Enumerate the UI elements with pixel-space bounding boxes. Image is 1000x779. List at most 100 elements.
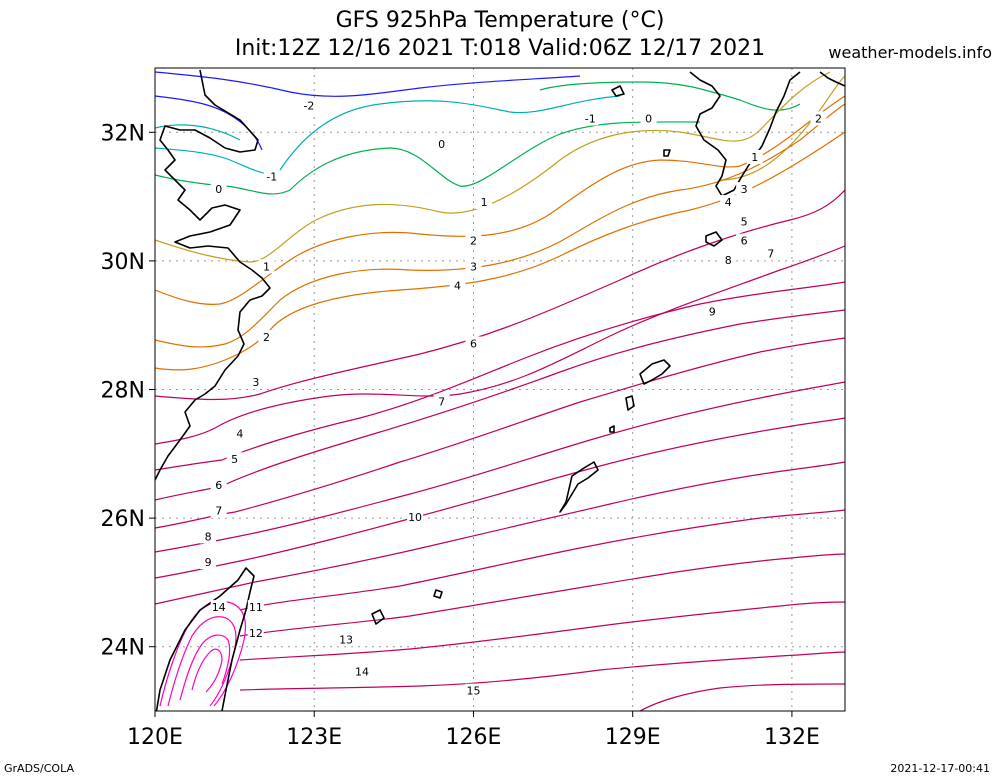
contour-label-bg (465, 336, 482, 351)
isotherm-line (155, 95, 263, 151)
isotherm-line (167, 616, 237, 707)
contour-label: -1 (266, 170, 277, 183)
contour-label-bg (582, 111, 599, 126)
contour-label: 11 (249, 601, 263, 614)
contour-label: 14 (212, 601, 226, 614)
contour-label-bg (433, 137, 450, 152)
isotherm-line (155, 281, 845, 471)
contour-label-bg (407, 510, 424, 525)
contour-label-bg (762, 246, 779, 261)
coastline (433, 589, 443, 599)
contour-label: 0 (215, 183, 222, 196)
isotherm-line (155, 461, 845, 605)
isotherm-line (155, 71, 831, 263)
isotherm-line (155, 95, 621, 175)
contour-label-bg (465, 683, 482, 698)
contour-label: 4 (725, 196, 732, 209)
contour-label-bg (338, 632, 355, 647)
coastline (705, 231, 723, 247)
contour-label-bg (210, 477, 227, 492)
contour-label: 0 (645, 112, 652, 125)
contour-label: 5 (741, 215, 748, 228)
isotherm-line (155, 417, 845, 579)
lat-tick-label: 26N (101, 507, 145, 532)
contour-label: 3 (470, 260, 477, 273)
gridlines (154, 68, 845, 711)
contour-label: 7 (215, 505, 222, 518)
contour-label: 7 (767, 247, 774, 260)
coastline (639, 359, 671, 385)
isotherm-line (239, 553, 845, 637)
coastline (625, 395, 635, 411)
contour-label: 14 (355, 665, 369, 678)
contour-label-bg (200, 529, 217, 544)
isotherm-line (159, 601, 247, 707)
contour-label: 0 (438, 138, 445, 151)
contour-label-bg (465, 259, 482, 274)
coastline (371, 609, 385, 625)
contour-label: -1 (585, 112, 596, 125)
footer-timestamp: 2021-12-17-00:41 (890, 762, 990, 775)
lon-tick-label: 123E (286, 725, 342, 750)
coastline (819, 71, 845, 87)
contour-label: 1 (751, 151, 758, 164)
contour-label: 3 (252, 376, 259, 389)
lat-tick-label: 24N (101, 636, 145, 661)
isotherm-line (155, 381, 845, 553)
contour-label-bg (300, 98, 317, 113)
contour-label-bg (736, 214, 753, 229)
coastline (155, 69, 271, 481)
contour-label-bg (247, 600, 264, 615)
contour-label: 3 (741, 183, 748, 196)
coastline (611, 85, 625, 97)
isotherm-line (155, 189, 845, 401)
isotherm-line (191, 648, 223, 693)
coastline (689, 71, 801, 197)
contour-label-bg (449, 278, 466, 293)
contour-label: 6 (741, 235, 748, 248)
contour-label-bg (226, 452, 243, 467)
isotherm-line (239, 651, 845, 691)
contour-label: 7 (438, 395, 445, 408)
contour-label-bg (720, 195, 737, 210)
contour-label-bg (640, 111, 657, 126)
contour-label-bg (210, 182, 227, 197)
isotherm-line (155, 71, 581, 97)
isotherm-line (155, 245, 845, 445)
isotherm-line (155, 124, 241, 141)
isotherm-line (155, 103, 845, 348)
contour-label: 12 (249, 627, 263, 640)
lat-tick-label: 32N (101, 121, 145, 146)
contour-label-bg (736, 233, 753, 248)
contour-label: 2 (470, 235, 477, 248)
footer-software: GrADS/COLA (4, 762, 74, 775)
contour-label: 9 (205, 556, 212, 569)
contour-label-bg (258, 259, 275, 274)
temperature-contours (155, 71, 845, 711)
coastline (609, 425, 615, 433)
contour-label: 10 (408, 511, 422, 524)
contour-label: 2 (815, 112, 822, 125)
contour-label: 2 (263, 331, 270, 344)
coastline (559, 461, 599, 513)
isotherm-line (239, 601, 845, 661)
contour-label: 4 (236, 428, 243, 441)
contour-label: 6 (470, 337, 477, 350)
isotherm-line (719, 75, 845, 181)
contour-label-bg (354, 664, 370, 679)
lon-tick-label: 132E (764, 725, 820, 750)
contour-label-bg (247, 625, 264, 640)
coastline (155, 567, 255, 711)
contour-label-bg (433, 394, 450, 409)
contour-label: 1 (263, 260, 270, 273)
contour-label-bg (247, 375, 264, 390)
isotherm-line (155, 121, 701, 195)
contour-label-bg (258, 330, 275, 345)
contour-label-bg (476, 195, 493, 210)
contour-label: 15 (466, 685, 480, 698)
isotherm-line (639, 683, 845, 711)
contour-label-bg (231, 426, 248, 441)
contour-label: -2 (303, 100, 314, 113)
